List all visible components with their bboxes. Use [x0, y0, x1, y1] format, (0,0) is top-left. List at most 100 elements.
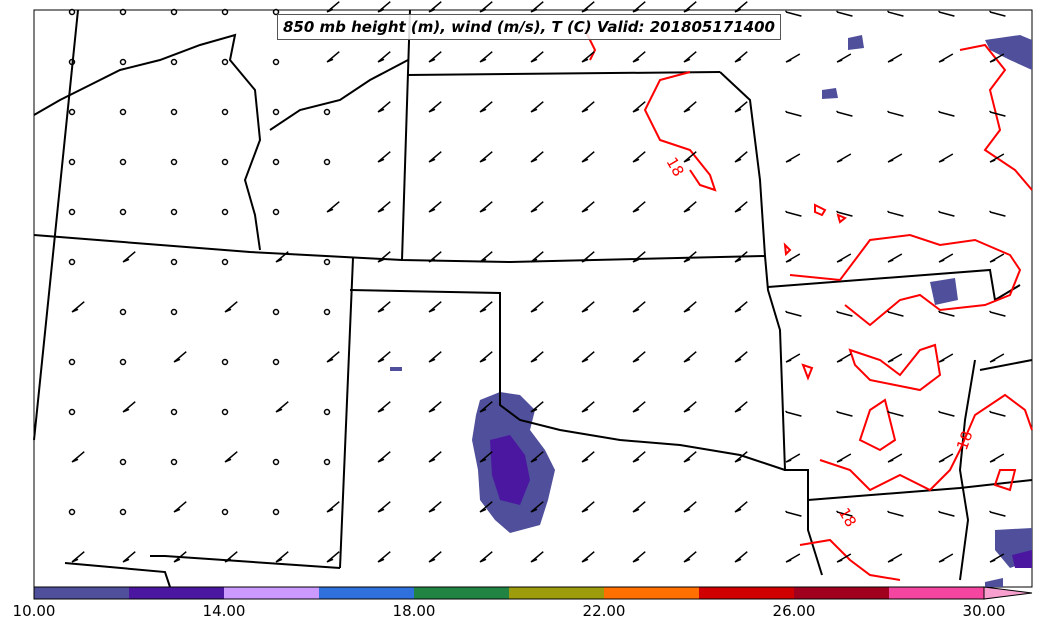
calm-wind-circle [323, 408, 331, 416]
state-boundary [767, 268, 1021, 302]
wind-barb [632, 201, 646, 213]
calm-wind-circle [68, 8, 76, 16]
wind-barb [734, 201, 748, 213]
wind-barb [989, 510, 1006, 517]
wind-barb [71, 451, 85, 463]
wind-barb [734, 451, 748, 463]
wind-barb [581, 101, 595, 113]
wind-barb [989, 553, 1005, 563]
wind-barb [224, 451, 238, 463]
calm-wind-circle [170, 108, 178, 116]
wind-barb [683, 401, 697, 413]
calm-wind-circle [170, 308, 178, 316]
state-boundary [979, 359, 1033, 371]
wind-barb [326, 201, 340, 213]
calm-wind-circle [170, 258, 178, 266]
calm-wind-circle [119, 208, 127, 216]
wind-barb [734, 1, 748, 13]
wind-barb [683, 201, 697, 213]
colorbar-tick-label: 10.00 [12, 602, 56, 620]
wind-barb [836, 110, 853, 117]
wind-barb [581, 151, 595, 163]
calm-wind-circle [68, 258, 76, 266]
wind-barb [428, 201, 442, 213]
wind-barb [836, 210, 853, 217]
calm-wind-circle [272, 208, 280, 216]
wind-barb [479, 451, 493, 463]
height-contour [269, 59, 409, 131]
wind-barb [887, 510, 904, 517]
calm-wind-circle [170, 458, 178, 466]
state-boundary [958, 359, 976, 581]
wind-barb [785, 310, 802, 317]
calm-wind-circle [170, 158, 178, 166]
wind-barb [632, 1, 646, 13]
calm-wind-circle [170, 58, 178, 66]
colorbar-segment [34, 587, 129, 599]
wind-barb [734, 351, 748, 363]
temperature-contour [819, 393, 1033, 492]
calm-wind-circle [221, 8, 229, 16]
calm-wind-circle [323, 458, 331, 466]
wind-barb [581, 201, 595, 213]
calm-wind-circle [323, 158, 331, 166]
wind-barb [683, 151, 697, 163]
calm-wind-circle [68, 508, 76, 516]
calm-wind-circle [68, 408, 76, 416]
wind-barb [632, 151, 646, 163]
state-boundary [33, 234, 766, 264]
wind-barb [734, 551, 748, 563]
calm-wind-circle [68, 58, 76, 66]
wind-barb [785, 453, 801, 463]
wind-barb [989, 153, 1005, 163]
wind-barb [683, 251, 697, 263]
wind-barb [479, 551, 493, 563]
wind-barb [836, 453, 852, 463]
wind-barb [530, 201, 544, 213]
wind-barb [938, 53, 954, 63]
wind-barb [683, 551, 697, 563]
contour-label: 18 [953, 428, 976, 452]
wind-barb [581, 251, 595, 263]
wind-barb [581, 51, 595, 63]
wind-barb [683, 1, 697, 13]
temperature-contour [783, 203, 847, 381]
calm-wind-circle [323, 308, 331, 316]
calm-wind-circle [119, 108, 127, 116]
wind-barb [938, 10, 955, 17]
calm-wind-circle [272, 108, 280, 116]
wind-barb [71, 551, 85, 563]
height-contour [33, 33, 262, 251]
wind-barb [887, 53, 903, 63]
calm-wind-circle [68, 358, 76, 366]
calm-wind-circle [272, 308, 280, 316]
state-boundary [406, 71, 721, 76]
calm-wind-circle [170, 208, 178, 216]
wind-barb [428, 401, 442, 413]
wind-barb [632, 301, 646, 313]
wind-barb [326, 51, 340, 63]
wind-barb [326, 501, 340, 513]
wind-barb [938, 110, 955, 117]
wind-barb [224, 551, 238, 563]
wind-barb [479, 51, 493, 63]
wind-barb [173, 351, 187, 363]
wind-barb [581, 451, 595, 463]
wind-barb [683, 501, 697, 513]
wind-barb [887, 253, 903, 263]
wind-barb [989, 210, 1006, 217]
wind-barb [887, 110, 904, 117]
wind-barb [173, 551, 187, 563]
state-boundary [33, 9, 79, 441]
wind-barb [326, 551, 340, 563]
wind-barb [530, 401, 544, 413]
calm-wind-circle [68, 108, 76, 116]
wind-barb [377, 201, 391, 213]
wind-barb [836, 53, 852, 63]
wind-barb [938, 353, 954, 363]
wind-barb [785, 10, 802, 17]
wind-barb [428, 151, 442, 163]
wind-barb [989, 453, 1005, 463]
temperature-contour [799, 538, 901, 581]
calm-wind-circle [272, 58, 280, 66]
